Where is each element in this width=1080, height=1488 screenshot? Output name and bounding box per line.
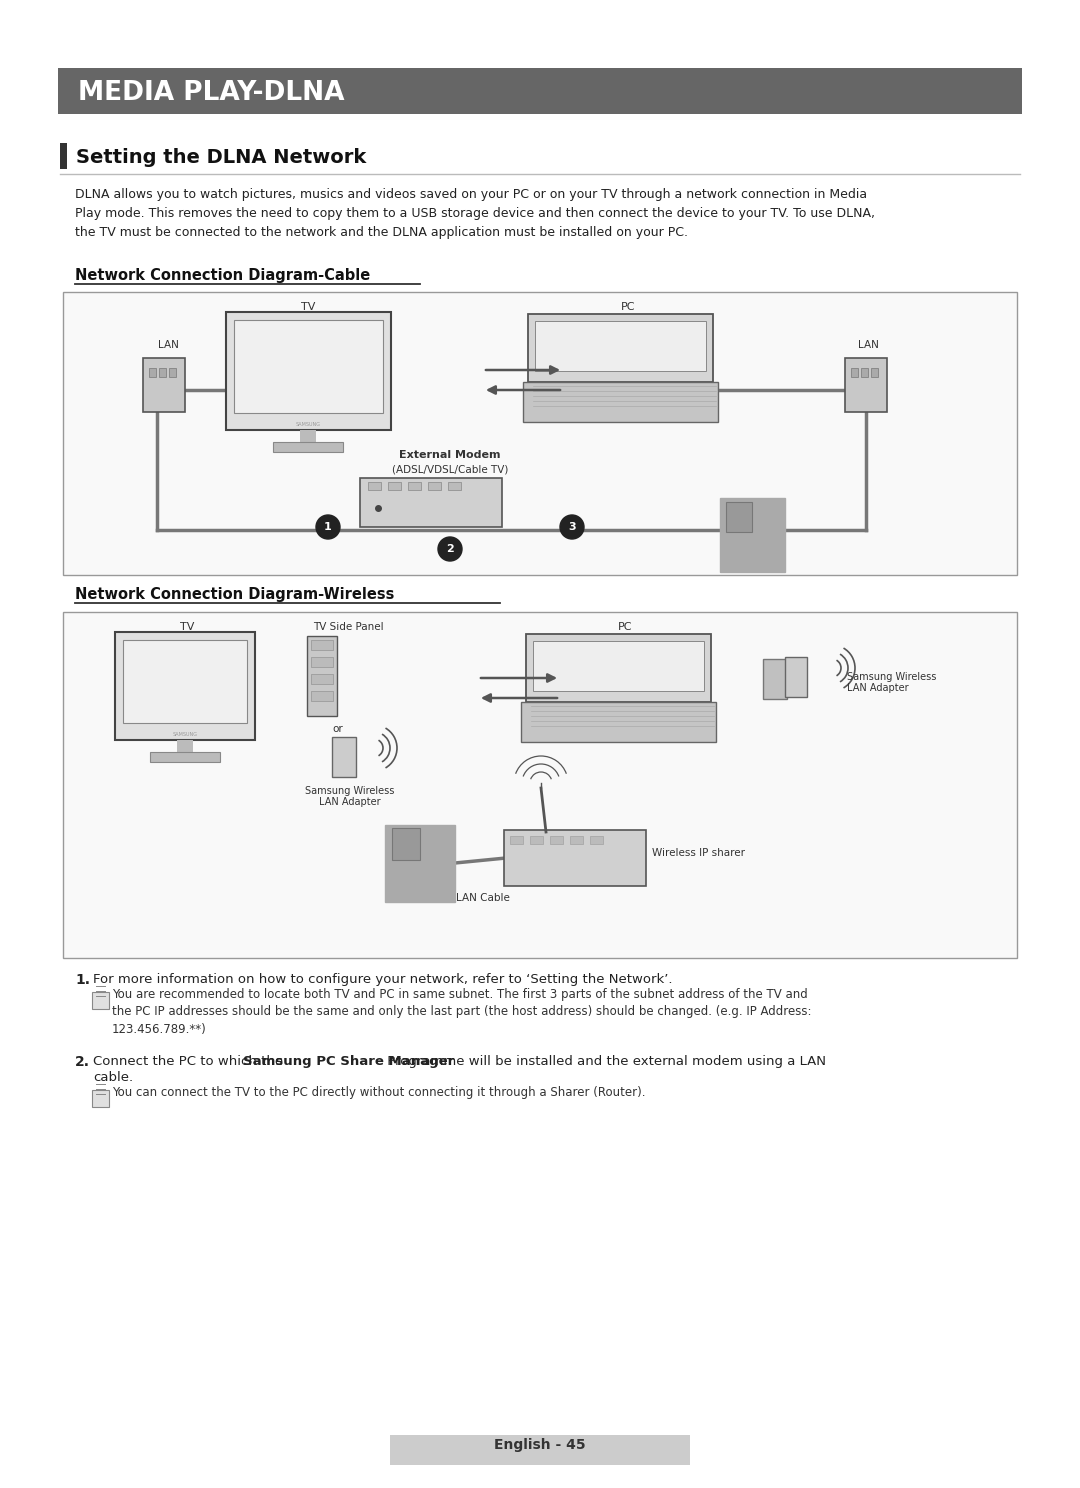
Text: 1: 1: [324, 522, 332, 533]
Text: 2.: 2.: [75, 1055, 90, 1068]
FancyBboxPatch shape: [726, 501, 752, 533]
FancyBboxPatch shape: [360, 478, 502, 527]
FancyBboxPatch shape: [114, 632, 255, 740]
FancyBboxPatch shape: [368, 482, 381, 490]
FancyBboxPatch shape: [526, 634, 711, 702]
Text: TV: TV: [179, 622, 194, 632]
Circle shape: [438, 537, 462, 561]
Text: 2: 2: [446, 545, 454, 554]
FancyBboxPatch shape: [123, 640, 247, 723]
Text: DLNA allows you to watch pictures, musics and videos saved on your PC or on your: DLNA allows you to watch pictures, music…: [75, 187, 875, 240]
FancyBboxPatch shape: [300, 430, 316, 442]
FancyBboxPatch shape: [150, 751, 220, 762]
Text: TV: TV: [301, 302, 315, 312]
Text: PC: PC: [618, 622, 632, 632]
FancyBboxPatch shape: [527, 314, 713, 382]
FancyBboxPatch shape: [521, 702, 715, 743]
FancyBboxPatch shape: [530, 836, 543, 844]
FancyBboxPatch shape: [870, 368, 878, 376]
FancyBboxPatch shape: [92, 1091, 109, 1107]
FancyBboxPatch shape: [63, 612, 1017, 958]
FancyBboxPatch shape: [177, 740, 193, 751]
Text: Connect the PC to which the: Connect the PC to which the: [93, 1055, 287, 1068]
Text: (ADSL/VDSL/Cable TV): (ADSL/VDSL/Cable TV): [392, 464, 509, 475]
Polygon shape: [384, 824, 455, 902]
FancyBboxPatch shape: [851, 368, 858, 376]
FancyBboxPatch shape: [92, 992, 109, 1009]
Text: You are recommended to locate both TV and PC in same subnet. The first 3 parts o: You are recommended to locate both TV an…: [112, 988, 811, 1036]
Text: PC: PC: [621, 302, 635, 312]
Text: or: or: [333, 725, 343, 734]
Text: Samsung Wireless: Samsung Wireless: [306, 786, 394, 796]
FancyBboxPatch shape: [60, 143, 67, 170]
FancyBboxPatch shape: [504, 830, 646, 885]
FancyBboxPatch shape: [388, 482, 401, 490]
Text: LAN: LAN: [158, 339, 178, 350]
Circle shape: [316, 515, 340, 539]
Text: 3: 3: [568, 522, 576, 533]
FancyBboxPatch shape: [785, 658, 807, 696]
FancyBboxPatch shape: [570, 836, 583, 844]
FancyBboxPatch shape: [535, 321, 705, 371]
Text: TV Side Panel: TV Side Panel: [313, 622, 383, 632]
FancyBboxPatch shape: [532, 641, 703, 690]
Text: LAN Adapter: LAN Adapter: [320, 798, 381, 806]
FancyBboxPatch shape: [168, 368, 176, 376]
FancyBboxPatch shape: [390, 1434, 690, 1466]
Text: cable.: cable.: [93, 1071, 133, 1083]
Polygon shape: [720, 498, 785, 571]
Text: Wireless IP sharer: Wireless IP sharer: [652, 848, 745, 859]
FancyBboxPatch shape: [311, 690, 333, 701]
FancyBboxPatch shape: [408, 482, 421, 490]
FancyBboxPatch shape: [58, 68, 1022, 115]
FancyBboxPatch shape: [311, 658, 333, 667]
FancyBboxPatch shape: [143, 359, 185, 412]
Text: LAN Adapter: LAN Adapter: [847, 683, 908, 693]
FancyBboxPatch shape: [590, 836, 603, 844]
FancyBboxPatch shape: [428, 482, 441, 490]
FancyBboxPatch shape: [550, 836, 563, 844]
Text: Setting the DLNA Network: Setting the DLNA Network: [76, 147, 366, 167]
Text: For more information on how to configure your network, refer to ‘Setting the Net: For more information on how to configure…: [93, 973, 673, 987]
Circle shape: [561, 515, 584, 539]
FancyBboxPatch shape: [311, 640, 333, 650]
Text: Network Connection Diagram-Cable: Network Connection Diagram-Cable: [75, 268, 370, 283]
Text: SAMSUNG: SAMSUNG: [173, 732, 198, 737]
Text: MEDIA PLAY-DLNA: MEDIA PLAY-DLNA: [78, 80, 345, 106]
Text: External Modem: External Modem: [400, 449, 501, 460]
FancyBboxPatch shape: [510, 836, 523, 844]
Text: LAN: LAN: [858, 339, 878, 350]
FancyBboxPatch shape: [159, 368, 166, 376]
Text: Samsung PC Share Manager: Samsung PC Share Manager: [243, 1055, 454, 1068]
Text: English - 45: English - 45: [495, 1437, 585, 1452]
Text: You can connect the TV to the PC directly without connecting it through a Sharer: You can connect the TV to the PC directl…: [112, 1086, 646, 1100]
FancyBboxPatch shape: [861, 368, 868, 376]
FancyBboxPatch shape: [273, 442, 343, 452]
Text: LAN Cable: LAN Cable: [456, 893, 510, 903]
FancyBboxPatch shape: [226, 312, 391, 430]
FancyBboxPatch shape: [311, 674, 333, 684]
Text: Programme will be installed and the external modem using a LAN: Programme will be installed and the exte…: [383, 1055, 826, 1068]
Text: SAMSUNG: SAMSUNG: [296, 423, 321, 427]
FancyBboxPatch shape: [233, 320, 382, 414]
FancyBboxPatch shape: [762, 659, 787, 699]
FancyBboxPatch shape: [448, 482, 461, 490]
FancyBboxPatch shape: [523, 382, 717, 423]
FancyBboxPatch shape: [149, 368, 156, 376]
FancyBboxPatch shape: [845, 359, 887, 412]
FancyBboxPatch shape: [63, 292, 1017, 574]
Text: Samsung Wireless: Samsung Wireless: [847, 673, 936, 682]
Text: Network Connection Diagram-Wireless: Network Connection Diagram-Wireless: [75, 586, 394, 603]
FancyBboxPatch shape: [332, 737, 356, 777]
FancyBboxPatch shape: [392, 827, 420, 860]
FancyBboxPatch shape: [307, 635, 337, 716]
Text: 1.: 1.: [75, 973, 90, 987]
